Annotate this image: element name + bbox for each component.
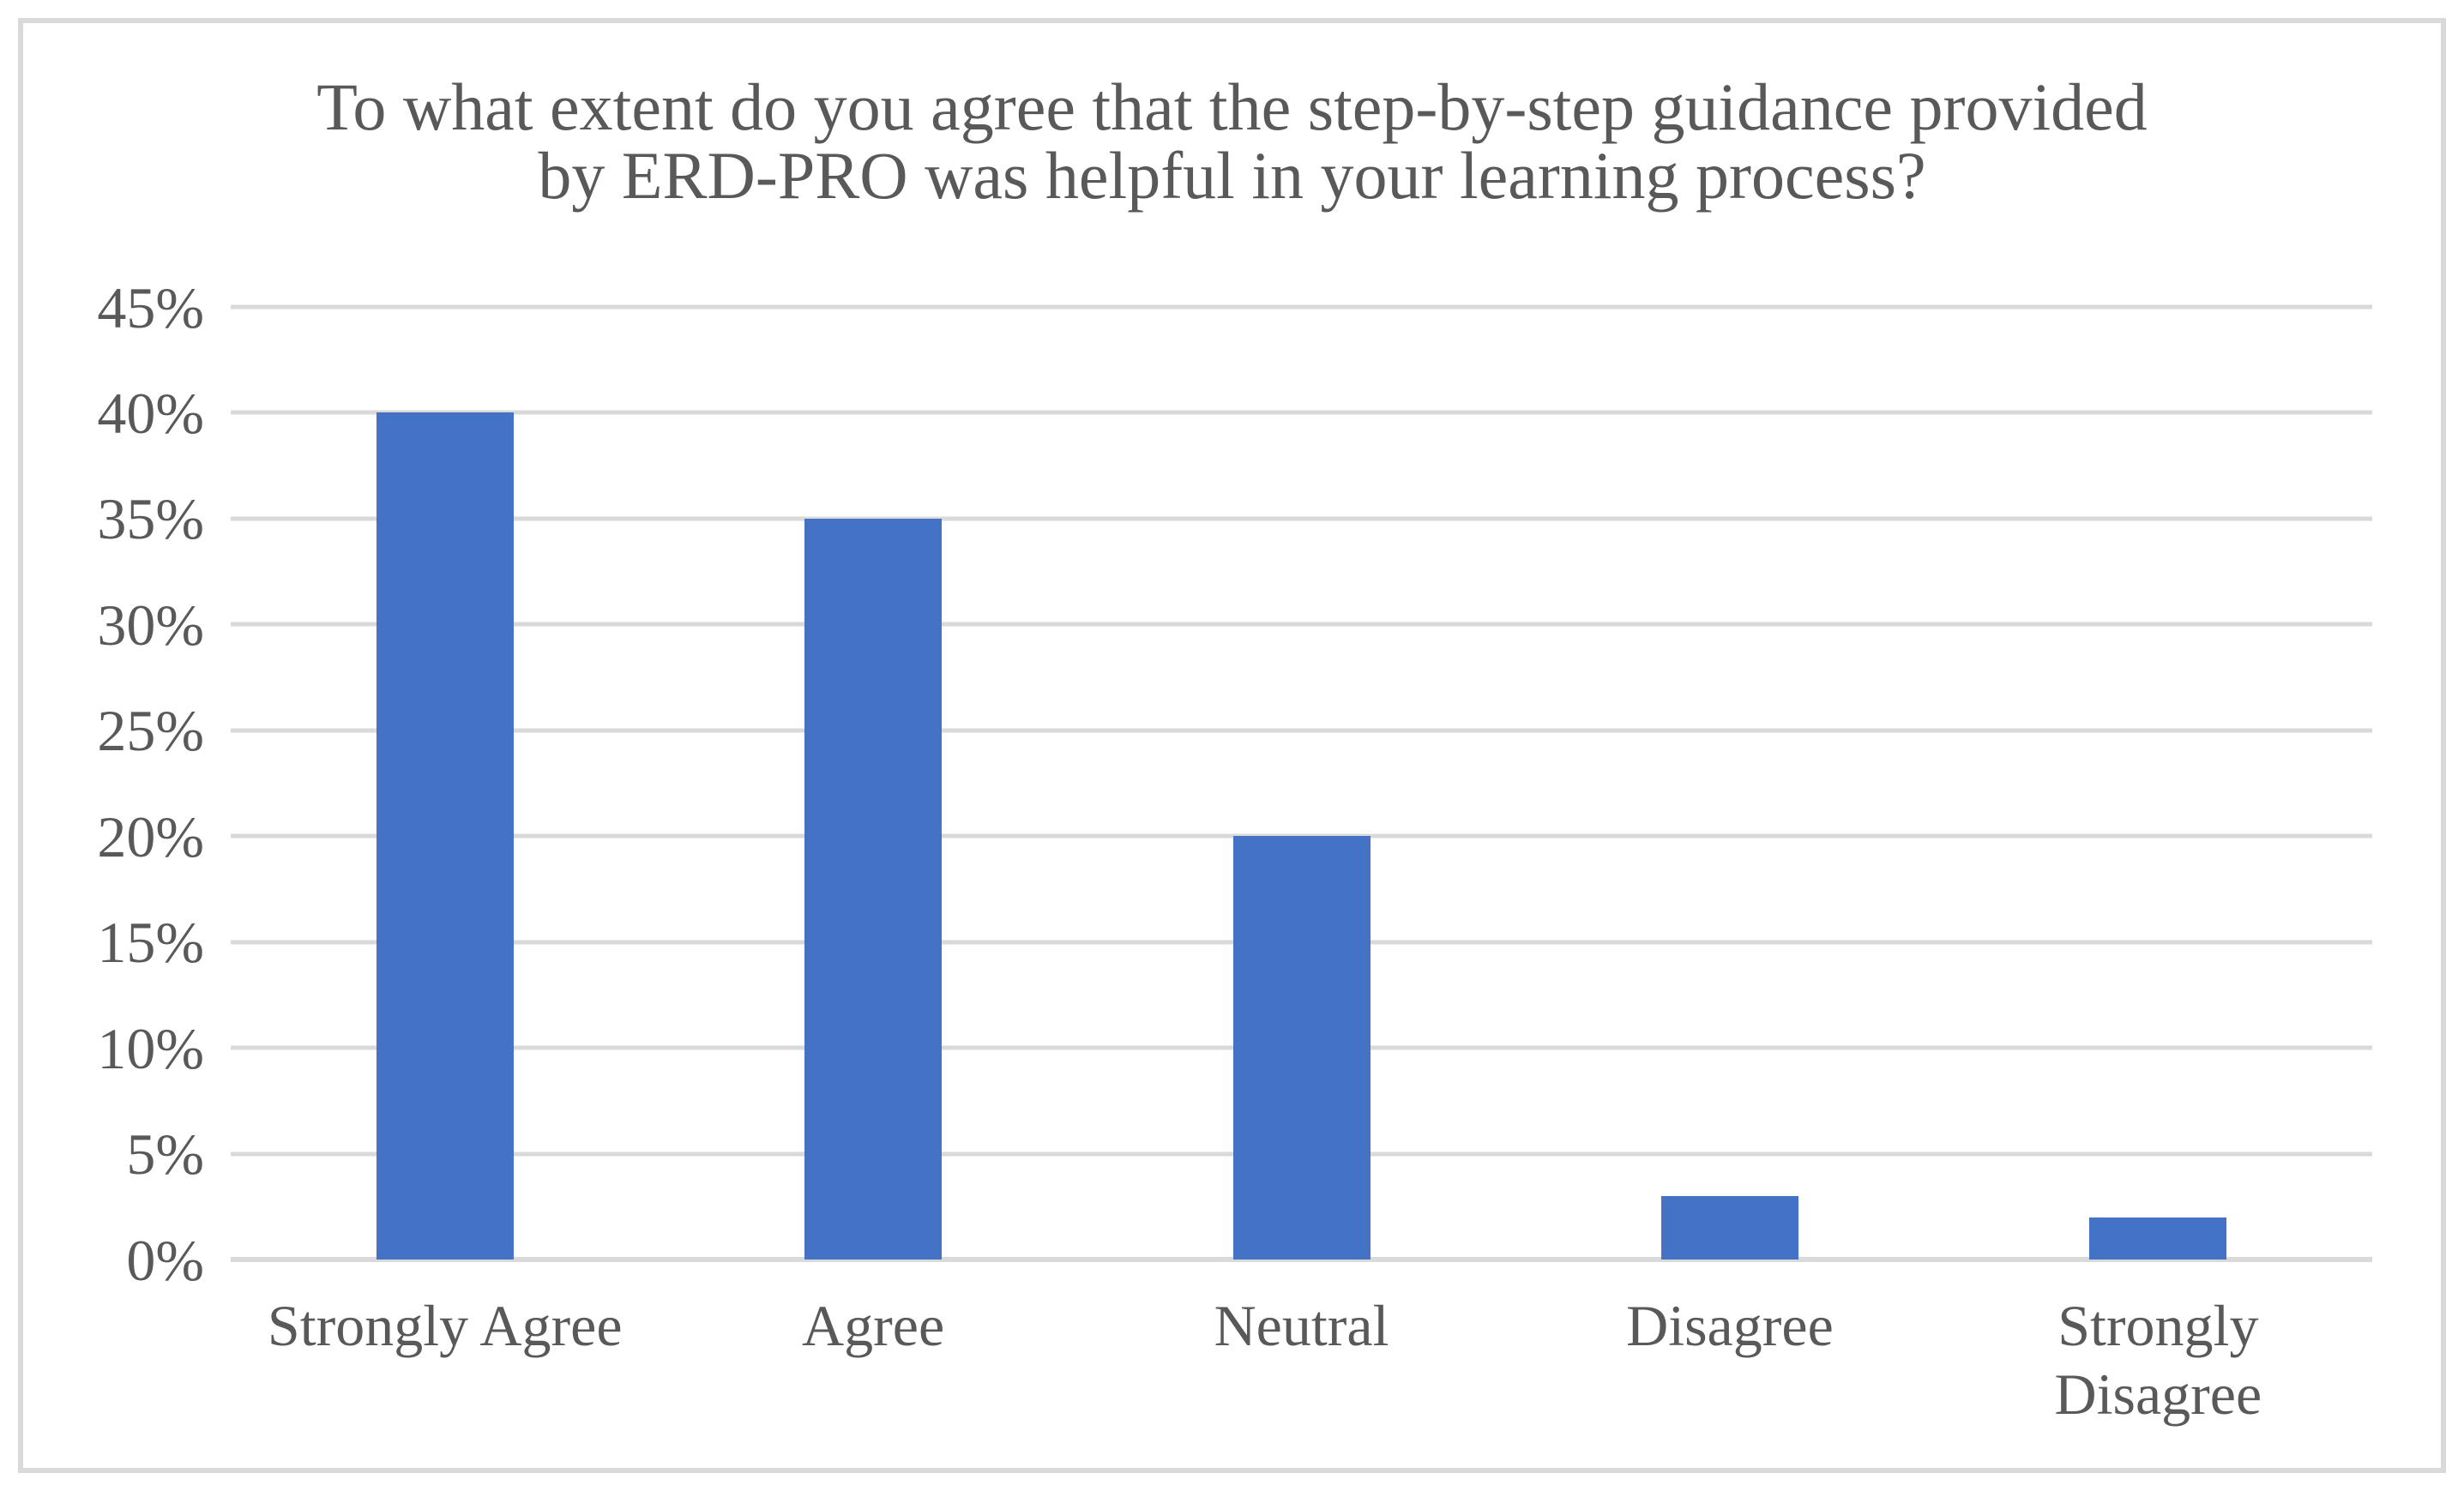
y-tick-label-25pct: 25% xyxy=(97,698,204,764)
bar-series xyxy=(231,307,2372,1260)
y-tick-label-0pct: 0% xyxy=(126,1227,204,1293)
category-slot-disagree xyxy=(1515,307,1943,1260)
chart-title: To what extent do you agree that the ste… xyxy=(23,73,2441,210)
bar-disagree xyxy=(1660,1195,1798,1260)
x-label-agree: Agree xyxy=(802,1293,945,1358)
category-slot-agree xyxy=(659,307,1087,1260)
y-axis-tick-labels: 0% 5% 10% 15% 20% 25% 30% 35% 40% 45% xyxy=(23,277,204,1291)
category-slot-strongly-disagree xyxy=(1944,307,2372,1260)
y-tick-label-35pct: 35% xyxy=(97,486,204,552)
y-tick-label-30pct: 30% xyxy=(97,592,204,658)
bar-strongly-agree xyxy=(376,412,514,1260)
y-tick-label-40pct: 40% xyxy=(97,380,204,446)
y-tick-label-20pct: 20% xyxy=(97,803,204,869)
gridline-45pct xyxy=(231,304,2372,310)
gridline-30pct xyxy=(231,622,2372,627)
plot-area xyxy=(231,304,2372,1262)
bar-strongly-disagree xyxy=(2089,1217,2227,1260)
y-tick-label-45pct: 45% xyxy=(97,274,204,340)
chart-title-line-1: To what extent do you agree that the ste… xyxy=(316,69,2148,144)
y-tick-label-15pct: 15% xyxy=(97,910,204,976)
x-label-neutral: Neutral xyxy=(1214,1293,1389,1358)
gridline-0pct xyxy=(231,1257,2372,1262)
y-tick-label-10pct: 10% xyxy=(97,1015,204,1081)
category-slot-strongly-agree xyxy=(231,307,659,1260)
x-label-strongly-disagree: Strongly Disagree xyxy=(2054,1293,2262,1427)
bar-agree xyxy=(804,518,943,1260)
chart-title-line-2: by ERD-PRO was helpful in your learning … xyxy=(538,138,1926,213)
category-slot-neutral xyxy=(1087,307,1515,1260)
x-axis-category-labels: Strongly Agree Agree Neutral Disagree Strong… xyxy=(231,1291,2372,1428)
gridline-40pct xyxy=(231,410,2372,415)
x-label-strongly-agree: Strongly Agree xyxy=(267,1293,623,1358)
gridline-25pct xyxy=(231,728,2372,733)
y-tick-label-5pct: 5% xyxy=(126,1121,204,1187)
gridline-35pct xyxy=(231,516,2372,521)
bar-neutral xyxy=(1232,836,1371,1260)
x-label-disagree: Disagree xyxy=(1626,1293,1834,1358)
chart-canvas: To what extent do you agree that the ste… xyxy=(18,18,2446,1473)
